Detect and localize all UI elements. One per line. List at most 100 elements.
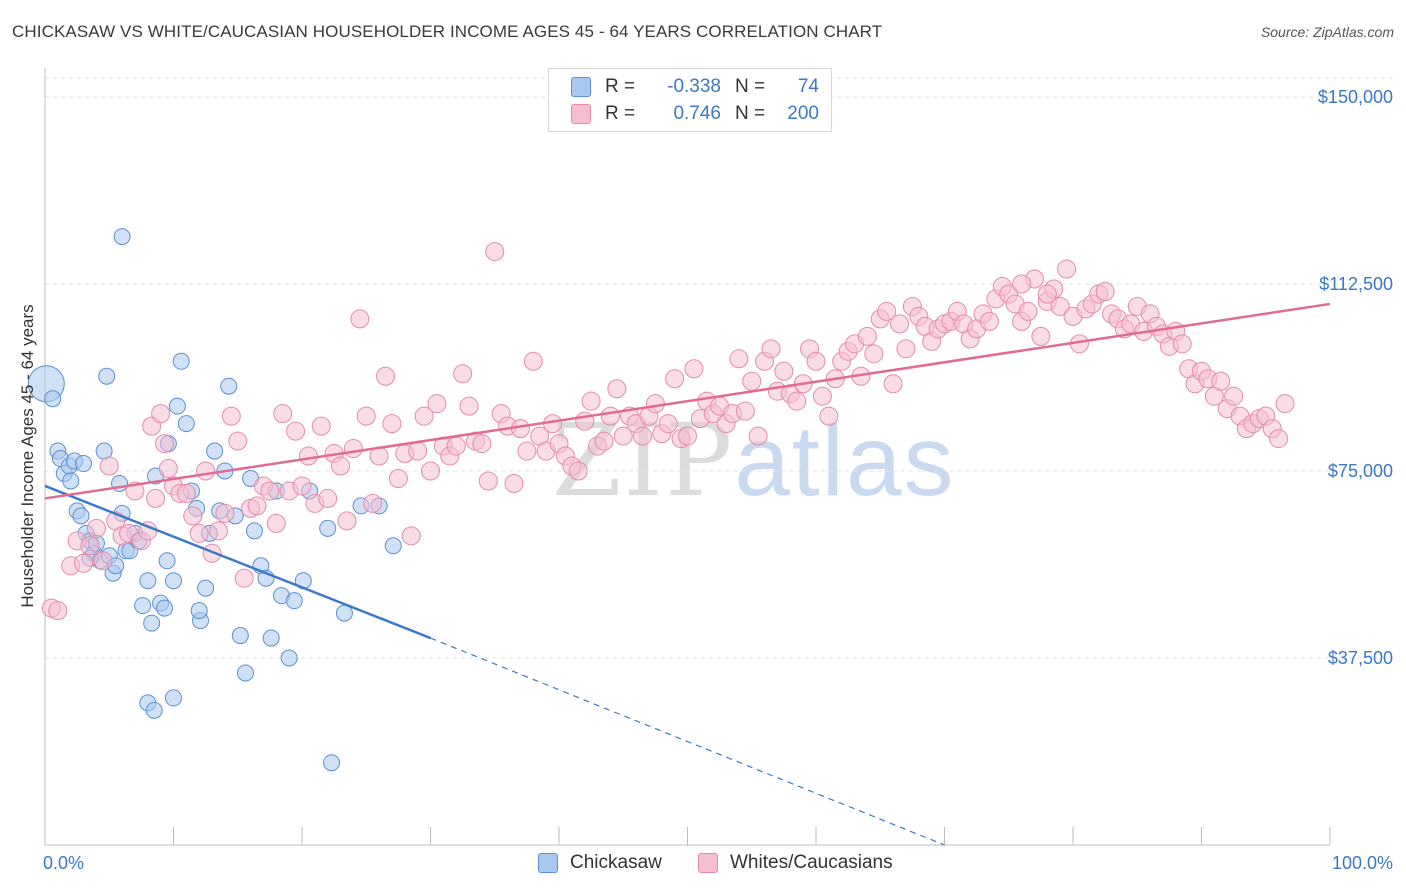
data-point-whites bbox=[453, 364, 473, 384]
data-point-whites bbox=[806, 351, 826, 371]
data-point-chickasaw bbox=[134, 597, 152, 615]
legend-label-whites: Whites/Caucasians bbox=[730, 852, 893, 873]
legend-r-value: -0.338 bbox=[667, 76, 721, 97]
data-point-chickasaw bbox=[190, 602, 208, 620]
legend-r-value: 0.746 bbox=[673, 103, 721, 124]
data-point-whites bbox=[86, 518, 106, 538]
data-point-chickasaw bbox=[156, 599, 174, 617]
data-point-whites bbox=[292, 476, 312, 496]
legend-n-label: N = bbox=[735, 76, 766, 97]
data-point-whites bbox=[877, 301, 897, 321]
data-point-whites bbox=[183, 506, 203, 526]
data-point-whites bbox=[787, 391, 807, 411]
legend-label-chickasaw: Chickasaw bbox=[570, 852, 662, 873]
data-point-whites bbox=[774, 361, 794, 381]
watermark-atlas: atlas bbox=[734, 405, 956, 517]
data-point-whites bbox=[613, 426, 633, 446]
data-point-whites bbox=[376, 366, 396, 386]
data-point-whites bbox=[735, 401, 755, 421]
data-point-chickasaw bbox=[44, 390, 62, 408]
legend-r-label: R = bbox=[605, 76, 636, 97]
data-point-whites bbox=[1012, 274, 1032, 294]
data-point-whites bbox=[401, 526, 421, 546]
data-point-whites bbox=[414, 406, 434, 426]
series-whites bbox=[41, 242, 1295, 621]
data-point-chickasaw bbox=[280, 649, 298, 667]
data-point-chickasaw bbox=[143, 614, 161, 632]
data-point-whites bbox=[1050, 296, 1070, 316]
data-point-chickasaw bbox=[220, 377, 238, 395]
data-point-chickasaw bbox=[158, 552, 176, 570]
data-point-chickasaw bbox=[197, 579, 215, 597]
data-point-whites bbox=[208, 521, 228, 541]
data-point-whites bbox=[337, 511, 357, 531]
legend-swatch-chickasaw bbox=[538, 853, 558, 873]
data-point-chickasaw bbox=[172, 352, 190, 370]
data-point-whites bbox=[729, 349, 749, 369]
legend-n-label: N = bbox=[735, 103, 766, 124]
y-axis-label: Householder Income Ages 45 - 64 years bbox=[18, 304, 37, 607]
data-point-whites bbox=[600, 406, 620, 426]
y-tick-label: $112,500 bbox=[1319, 274, 1393, 294]
data-point-chickasaw bbox=[285, 592, 303, 610]
data-point-chickasaw bbox=[206, 442, 224, 460]
data-point-whites bbox=[581, 391, 601, 411]
data-point-chickasaw bbox=[323, 754, 341, 772]
data-point-whites bbox=[382, 414, 402, 434]
data-point-chickasaw bbox=[319, 519, 337, 537]
trend-line-chickasaw bbox=[44, 484, 431, 640]
data-point-whites bbox=[568, 461, 588, 481]
data-point-chickasaw bbox=[236, 664, 254, 682]
data-point-whites bbox=[155, 434, 175, 454]
legend-swatch-whites bbox=[571, 104, 591, 124]
data-point-chickasaw bbox=[75, 455, 93, 473]
data-point-whites bbox=[1211, 371, 1231, 391]
legend-r-label: R = bbox=[605, 103, 636, 124]
data-point-whites bbox=[883, 374, 903, 394]
legend-item-chickasaw: Chickasaw bbox=[538, 852, 662, 874]
data-point-whites bbox=[99, 456, 119, 476]
data-point-chickasaw bbox=[98, 367, 116, 385]
data-point-whites bbox=[633, 426, 653, 446]
data-point-chickasaw bbox=[165, 572, 182, 590]
data-point-whites bbox=[472, 434, 492, 454]
data-point-whites bbox=[864, 344, 884, 364]
series-legend: Chickasaw Whites/Caucasians bbox=[0, 852, 1406, 876]
data-point-whites bbox=[761, 339, 781, 359]
data-point-whites bbox=[594, 431, 614, 451]
axes bbox=[44, 68, 1331, 846]
data-point-whites bbox=[298, 446, 318, 466]
data-point-whites bbox=[318, 488, 338, 508]
data-point-whites bbox=[1269, 429, 1289, 449]
data-point-whites bbox=[356, 406, 376, 426]
data-point-whites bbox=[748, 426, 768, 446]
data-point-chickasaw bbox=[384, 537, 402, 555]
y-tick-label: $37,500 bbox=[1328, 648, 1393, 668]
series-chickasaw bbox=[27, 228, 402, 772]
legend-item-whites: Whites/Caucasians bbox=[698, 852, 893, 874]
data-point-whites bbox=[1224, 386, 1244, 406]
data-point-whites bbox=[896, 339, 916, 359]
data-point-chickasaw bbox=[177, 415, 195, 433]
y-tick-label: $150,000 bbox=[1318, 87, 1393, 107]
data-point-whites bbox=[388, 468, 408, 488]
data-point-whites bbox=[1095, 281, 1115, 301]
data-point-whites bbox=[331, 456, 351, 476]
data-point-whites bbox=[819, 406, 839, 426]
legend-swatch-whites bbox=[698, 853, 718, 873]
data-point-whites bbox=[80, 536, 100, 556]
data-point-whites bbox=[812, 386, 832, 406]
data-point-whites bbox=[1018, 301, 1038, 321]
trend-lines bbox=[44, 302, 1331, 846]
trend-line-whites bbox=[44, 302, 1331, 500]
data-point-whites bbox=[645, 394, 665, 414]
x-tick-label: 0.0% bbox=[43, 853, 84, 873]
x-tick-label: 100.0% bbox=[1332, 853, 1393, 873]
data-point-whites bbox=[343, 439, 363, 459]
data-point-whites bbox=[74, 553, 94, 573]
data-point-whites bbox=[151, 404, 171, 424]
data-point-chickasaw bbox=[72, 507, 90, 525]
data-point-chickasaw bbox=[231, 627, 249, 645]
data-point-whites bbox=[684, 359, 704, 379]
data-point-whites bbox=[504, 473, 524, 493]
